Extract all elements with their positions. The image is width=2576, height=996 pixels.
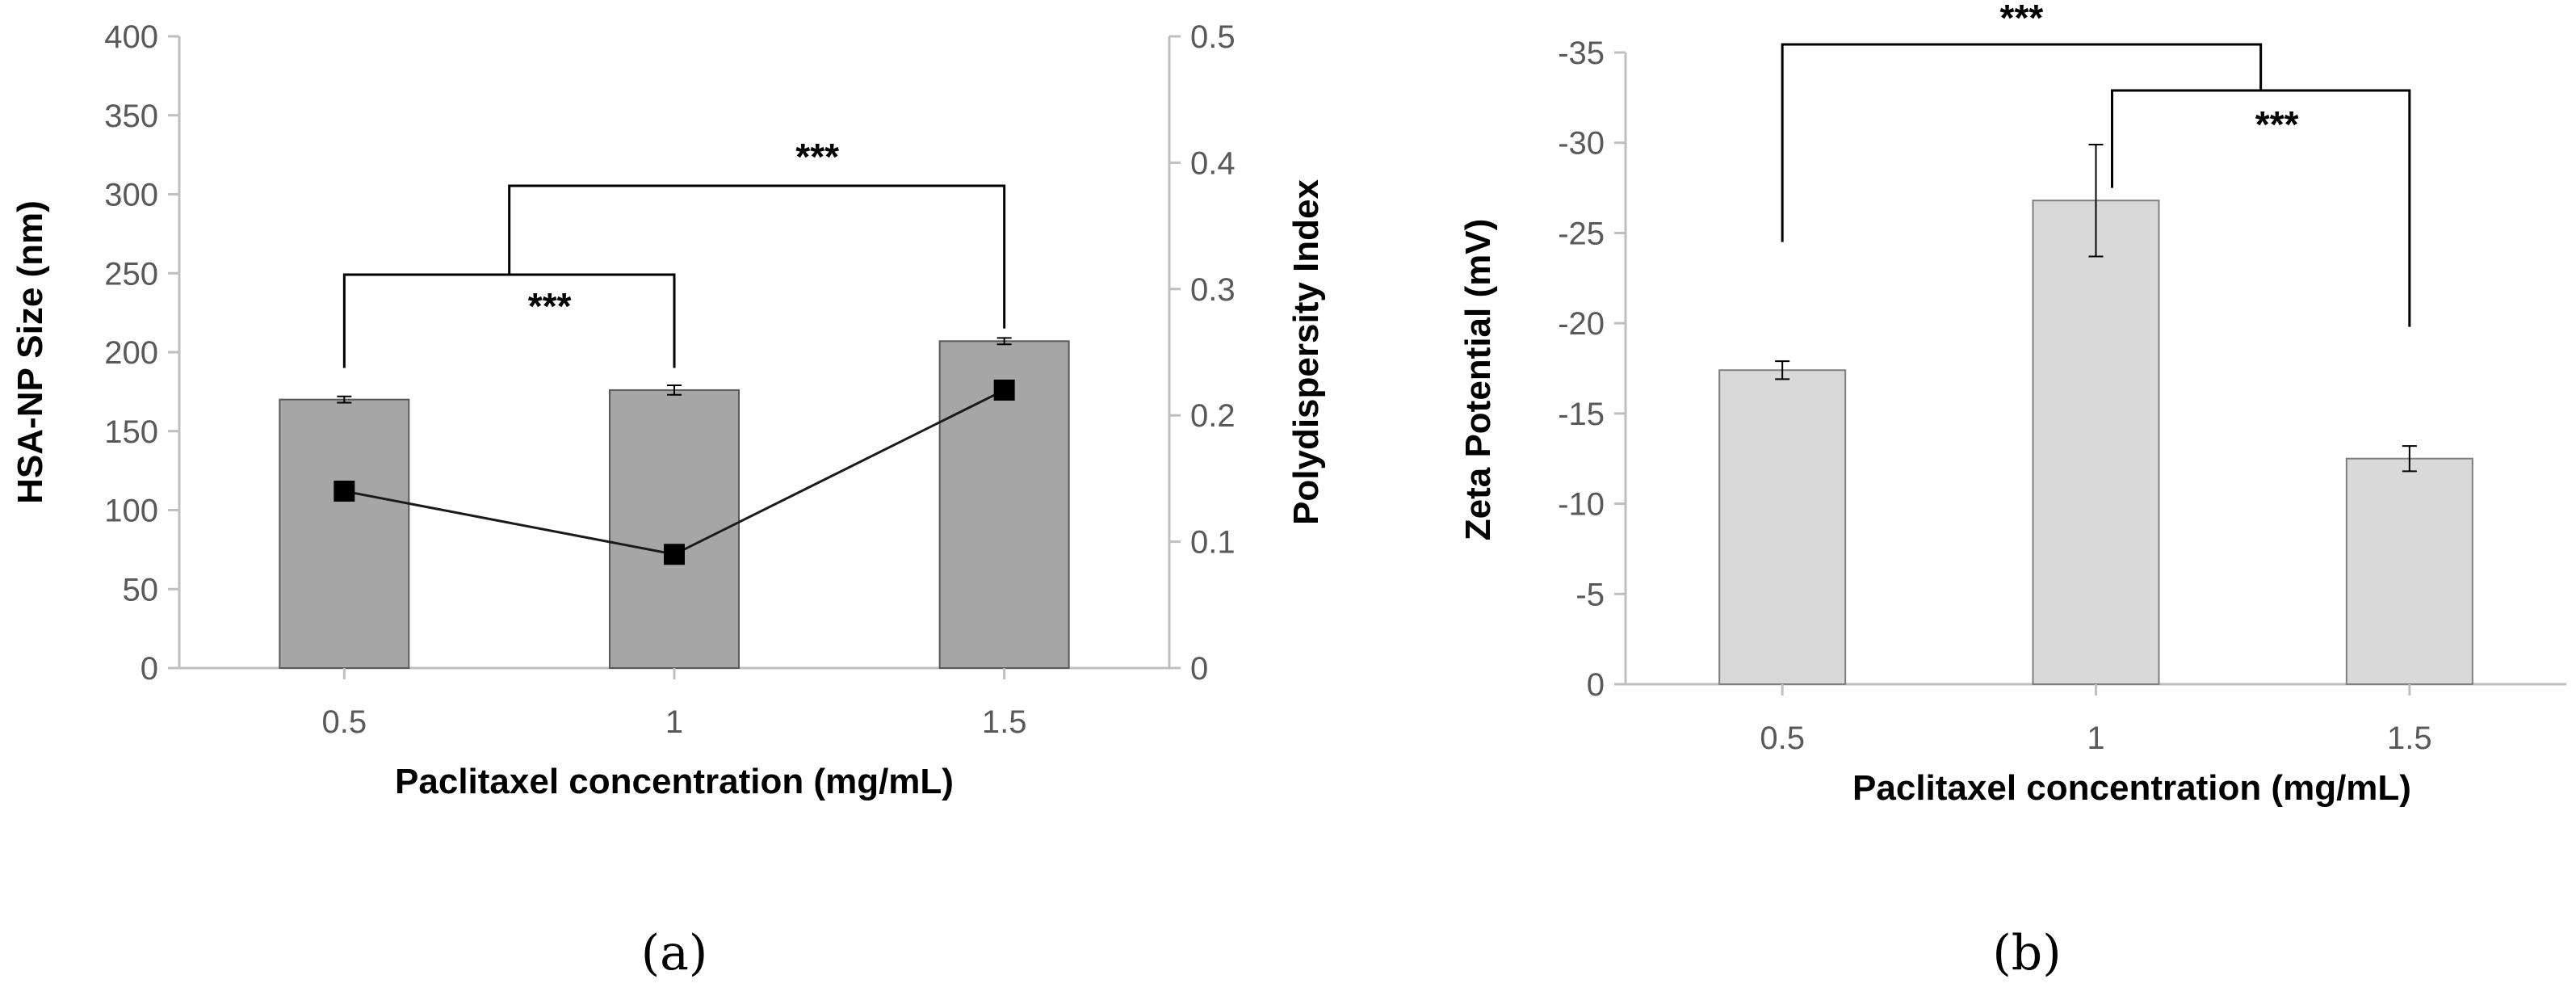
right-y-tick-label: 0.4	[1190, 145, 1236, 181]
y-axis-title: Zeta Potential (mV)	[1458, 219, 1498, 541]
panel-a: 0 50 100 150 200 250 300 350 400 0 0.1 0.2 0.3 0.4 0.…	[10, 19, 1326, 981]
y-ticks: 0 -5 -10 -15 -20 -25 -30 -35	[1558, 36, 1626, 703]
significance-bracket	[1781, 43, 2263, 242]
right-y-tick-label: 0.3	[1190, 272, 1236, 308]
bar	[279, 398, 410, 669]
left-y-tick-label: 400	[104, 19, 158, 55]
pdi-point	[664, 544, 685, 565]
right-y-tick-label: 0	[1190, 651, 1208, 687]
x-tick-label: 1.5	[2387, 721, 2432, 756]
y-tick-label: 0	[1587, 667, 1605, 703]
right-y-tick-label: 0.1	[1190, 525, 1236, 561]
right-y-ticks: 0 0.1 0.2 0.3 0.4 0.5	[1169, 19, 1236, 687]
y-tick-label: -5	[1575, 577, 1605, 612]
significance-bracket	[342, 273, 676, 368]
bar-group	[1718, 143, 2473, 685]
bar	[2032, 200, 2160, 685]
significance-label: ***	[795, 136, 839, 178]
left-y-tick-label: 0	[141, 651, 158, 687]
bar	[609, 389, 740, 669]
x-tick-label: 0.5	[322, 704, 367, 740]
right-y-tick-label: 0.5	[1190, 19, 1236, 55]
bar-group	[279, 337, 1070, 669]
left-y-tick-label: 350	[104, 99, 158, 134]
significance-bracket	[508, 184, 1006, 329]
x-tick-label: 0.5	[1760, 721, 1805, 756]
left-y-tick-label: 200	[104, 335, 158, 371]
left-y-axis-title: HSA-NP Size (nm)	[10, 200, 50, 504]
left-y-tick-label: 50	[123, 572, 159, 607]
pdi-line-series	[334, 379, 1015, 565]
y-tick-label: -20	[1558, 306, 1605, 342]
pdi-point	[993, 379, 1015, 401]
y-tick-label: -30	[1558, 126, 1605, 162]
y-tick-label: -25	[1558, 216, 1605, 251]
x-tick-label: 1.5	[982, 704, 1027, 740]
x-tick-labels: 0.5 1 1.5	[1760, 684, 2432, 756]
significance-label: ***	[528, 285, 572, 327]
y-tick-label: -35	[1558, 36, 1605, 71]
significance-brackets: *** ***	[1781, 0, 2411, 327]
left-y-tick-label: 300	[104, 178, 158, 213]
x-axis-title: Paclitaxel concentration (mg/mL)	[1852, 768, 2411, 808]
x-tick-label: 1	[2087, 721, 2104, 756]
bar	[1718, 369, 1847, 685]
panel-label-a: (a)	[641, 925, 708, 981]
significance-label: ***	[2000, 0, 2044, 39]
x-axis-title: Paclitaxel concentration (mg/mL)	[395, 762, 954, 801]
y-tick-label: -15	[1558, 397, 1605, 432]
pdi-point	[334, 481, 355, 502]
x-tick-label: 1	[665, 704, 683, 740]
x-tick-labels: 0.5 1 1.5	[322, 668, 1027, 740]
right-y-tick-label: 0.2	[1190, 398, 1236, 434]
significance-label: ***	[2255, 103, 2299, 145]
panel-label-b: (b)	[1992, 925, 2061, 981]
bar	[2345, 457, 2473, 685]
significance-brackets: *** ***	[342, 136, 1006, 368]
left-y-ticks: 0 50 100 150 200 250 300 350 400	[104, 19, 179, 687]
panel-b: 0 -5 -10 -15 -20 -25 -30 -35 0.5 1 1.5 *** *** Pac…	[1458, 0, 2566, 981]
y-tick-label: -10	[1558, 487, 1605, 523]
left-y-tick-label: 150	[104, 414, 158, 450]
left-y-tick-label: 100	[104, 494, 158, 529]
right-y-axis-title: Polydispersity Index	[1286, 179, 1326, 525]
left-y-tick-label: 250	[104, 256, 158, 292]
